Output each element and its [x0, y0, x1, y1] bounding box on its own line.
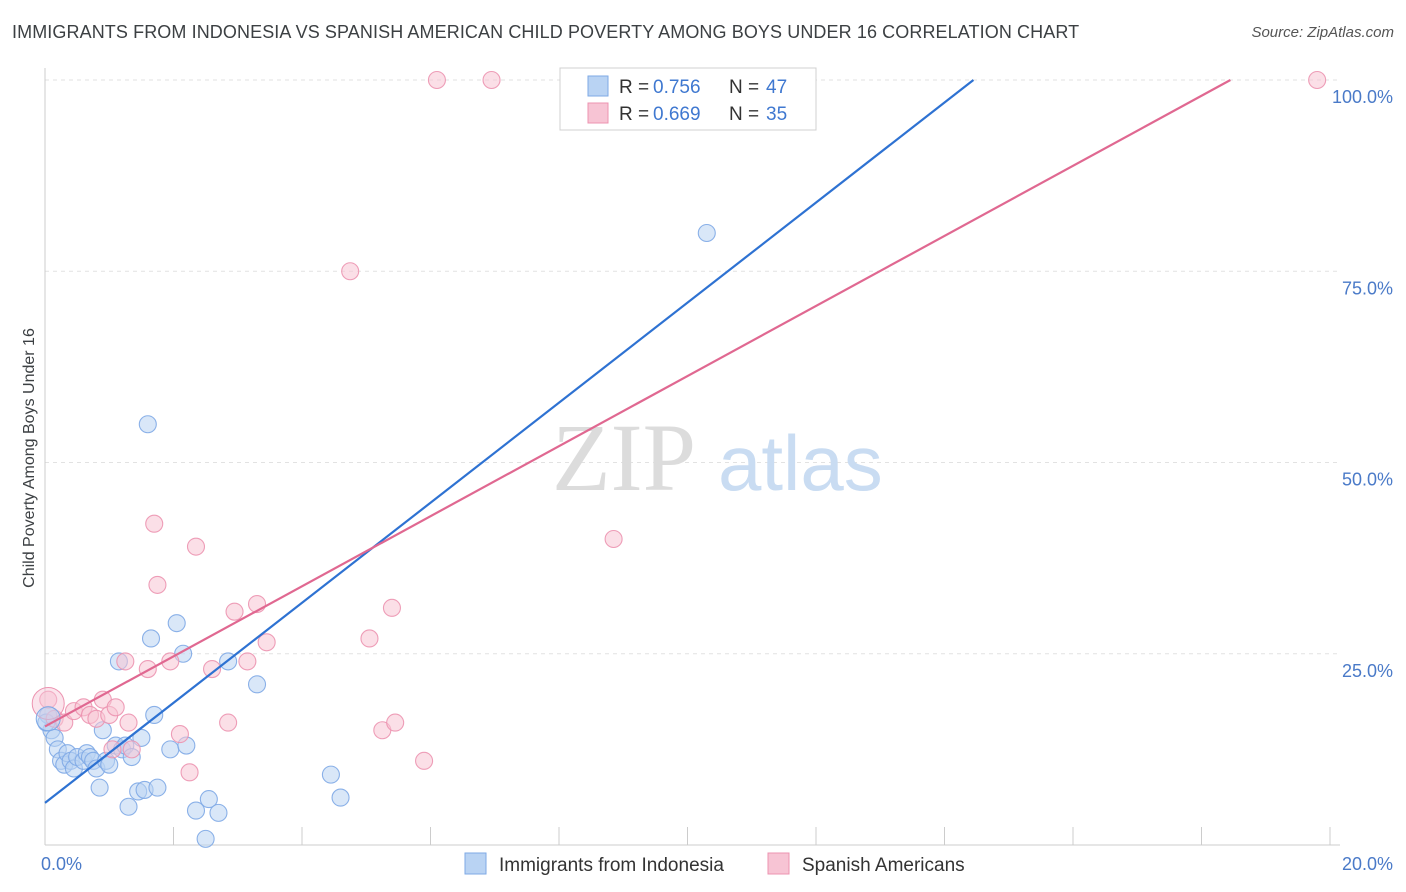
- y-tick-labels: 25.0% 50.0% 75.0% 100.0%: [1332, 87, 1393, 681]
- point-indonesia: [199, 790, 218, 809]
- y-tick-label: 50.0%: [1342, 470, 1393, 490]
- legend-blue-r-label: R =: [619, 77, 649, 98]
- point-indonesia: [141, 629, 161, 648]
- legend-pink-swatch: [587, 102, 609, 124]
- x-tick-label: 0.0%: [41, 854, 82, 874]
- point-cluster-indonesia: [35, 706, 61, 732]
- point-spanish-americans: [382, 598, 402, 617]
- point-indonesia: [145, 705, 164, 725]
- watermark-atlas: atlas: [718, 419, 883, 507]
- y-axis-label: Child Poverty Among Boys Under 16: [21, 328, 38, 588]
- point-spanish-americans: [138, 659, 157, 679]
- point-spanish-americans: [415, 751, 434, 770]
- watermark: ZIP atlas: [552, 404, 883, 511]
- point-spanish-americans: [604, 529, 623, 549]
- point-spanish-americans: [106, 698, 125, 717]
- point-spanish-americans: [116, 652, 135, 671]
- point-indonesia: [697, 223, 716, 243]
- point-spanish-americans: [145, 514, 164, 533]
- point-spanish-americans: [219, 713, 238, 732]
- trend-line-spanish-americans: [44, 79, 1231, 728]
- point-spanish-americans: [225, 602, 244, 621]
- series-legend: Immigrants from Indonesia Spanish Americ…: [464, 852, 965, 876]
- trend-line-indonesia: [44, 79, 975, 804]
- point-spanish-americans: [427, 70, 446, 90]
- gridlines: [45, 79, 1340, 655]
- point-spanish-americans: [180, 763, 199, 782]
- point-indonesia: [161, 740, 180, 759]
- y-tick-label: 100.0%: [1332, 87, 1393, 107]
- y-tick-label: 75.0%: [1342, 278, 1393, 298]
- point-indonesia: [331, 788, 350, 807]
- point-indonesia: [119, 797, 138, 816]
- point-spanish-americans: [122, 740, 141, 759]
- point-cluster-spanish-americans: [31, 686, 65, 720]
- point-spanish-americans: [257, 633, 276, 652]
- point-spanish-americans: [119, 713, 138, 732]
- series-legend-pink-swatch: [767, 852, 790, 875]
- point-indonesia: [196, 829, 215, 848]
- legend-pink-n-label: N =: [729, 104, 759, 125]
- point-indonesia: [209, 803, 228, 822]
- point-indonesia: [148, 778, 167, 797]
- point-spanish-americans: [1308, 70, 1327, 90]
- point-indonesia: [90, 778, 109, 797]
- series-legend-pink-label: Spanish Americans: [802, 855, 965, 876]
- series-legend-blue-swatch: [464, 852, 487, 875]
- legend-pink-r-value: 0.669: [653, 104, 701, 125]
- point-spanish-americans: [170, 725, 189, 744]
- point-spanish-americans: [161, 652, 180, 671]
- point-indonesia: [321, 765, 340, 784]
- x-tick-labels: 0.0% 20.0%: [41, 854, 1393, 874]
- point-indonesia: [186, 801, 206, 820]
- point-spanish-americans: [386, 713, 405, 732]
- point-spanish-americans: [186, 537, 206, 556]
- legend-blue-r-value: 0.756: [653, 77, 701, 98]
- point-spanish-americans: [39, 690, 58, 709]
- legend-blue-n-label: N =: [729, 77, 759, 98]
- point-spanish-americans: [148, 575, 167, 594]
- watermark-zip: ZIP: [552, 404, 696, 511]
- source-label: Source: ZipAtlas.com: [1251, 24, 1394, 41]
- legend-blue-n-value: 47: [766, 77, 787, 98]
- correlation-legend: R = 0.756 N = 47 R = 0.669 N = 35: [559, 67, 817, 131]
- point-indonesia: [247, 675, 267, 694]
- point-indonesia: [138, 415, 157, 434]
- legend-pink-n-value: 35: [766, 104, 787, 125]
- x-tick-label: 20.0%: [1342, 854, 1393, 874]
- trend-lines: [44, 79, 1231, 804]
- y-tick-label: 25.0%: [1342, 661, 1393, 681]
- legend-blue-swatch: [587, 75, 609, 97]
- point-spanish-americans: [341, 262, 360, 281]
- legend-pink-r-label: R =: [619, 104, 649, 125]
- point-spanish-americans: [203, 659, 222, 679]
- point-spanish-americans: [360, 629, 379, 648]
- point-spanish-americans: [482, 70, 501, 90]
- series-legend-blue-label: Immigrants from Indonesia: [499, 855, 724, 876]
- point-indonesia: [167, 614, 186, 633]
- chart-title: IMMIGRANTS FROM INDONESIA VS SPANISH AME…: [12, 22, 1080, 42]
- point-spanish-americans: [238, 652, 257, 671]
